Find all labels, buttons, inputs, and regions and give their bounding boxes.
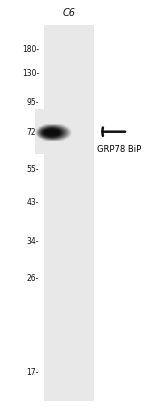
Text: 72-: 72- [27, 128, 39, 137]
Bar [44, 25, 94, 401]
Text: 95-: 95- [27, 98, 39, 107]
Text: C6: C6 [62, 9, 75, 18]
Text: 26-: 26- [27, 274, 39, 283]
Text: 55-: 55- [27, 165, 39, 174]
Text: 34-: 34- [27, 237, 39, 246]
Text: 43-: 43- [27, 198, 39, 207]
Text: 17-: 17- [27, 368, 39, 377]
Text: 180-: 180- [22, 45, 39, 54]
Text: GRP78 BiP: GRP78 BiP [97, 145, 141, 154]
Text: 130-: 130- [22, 69, 39, 78]
